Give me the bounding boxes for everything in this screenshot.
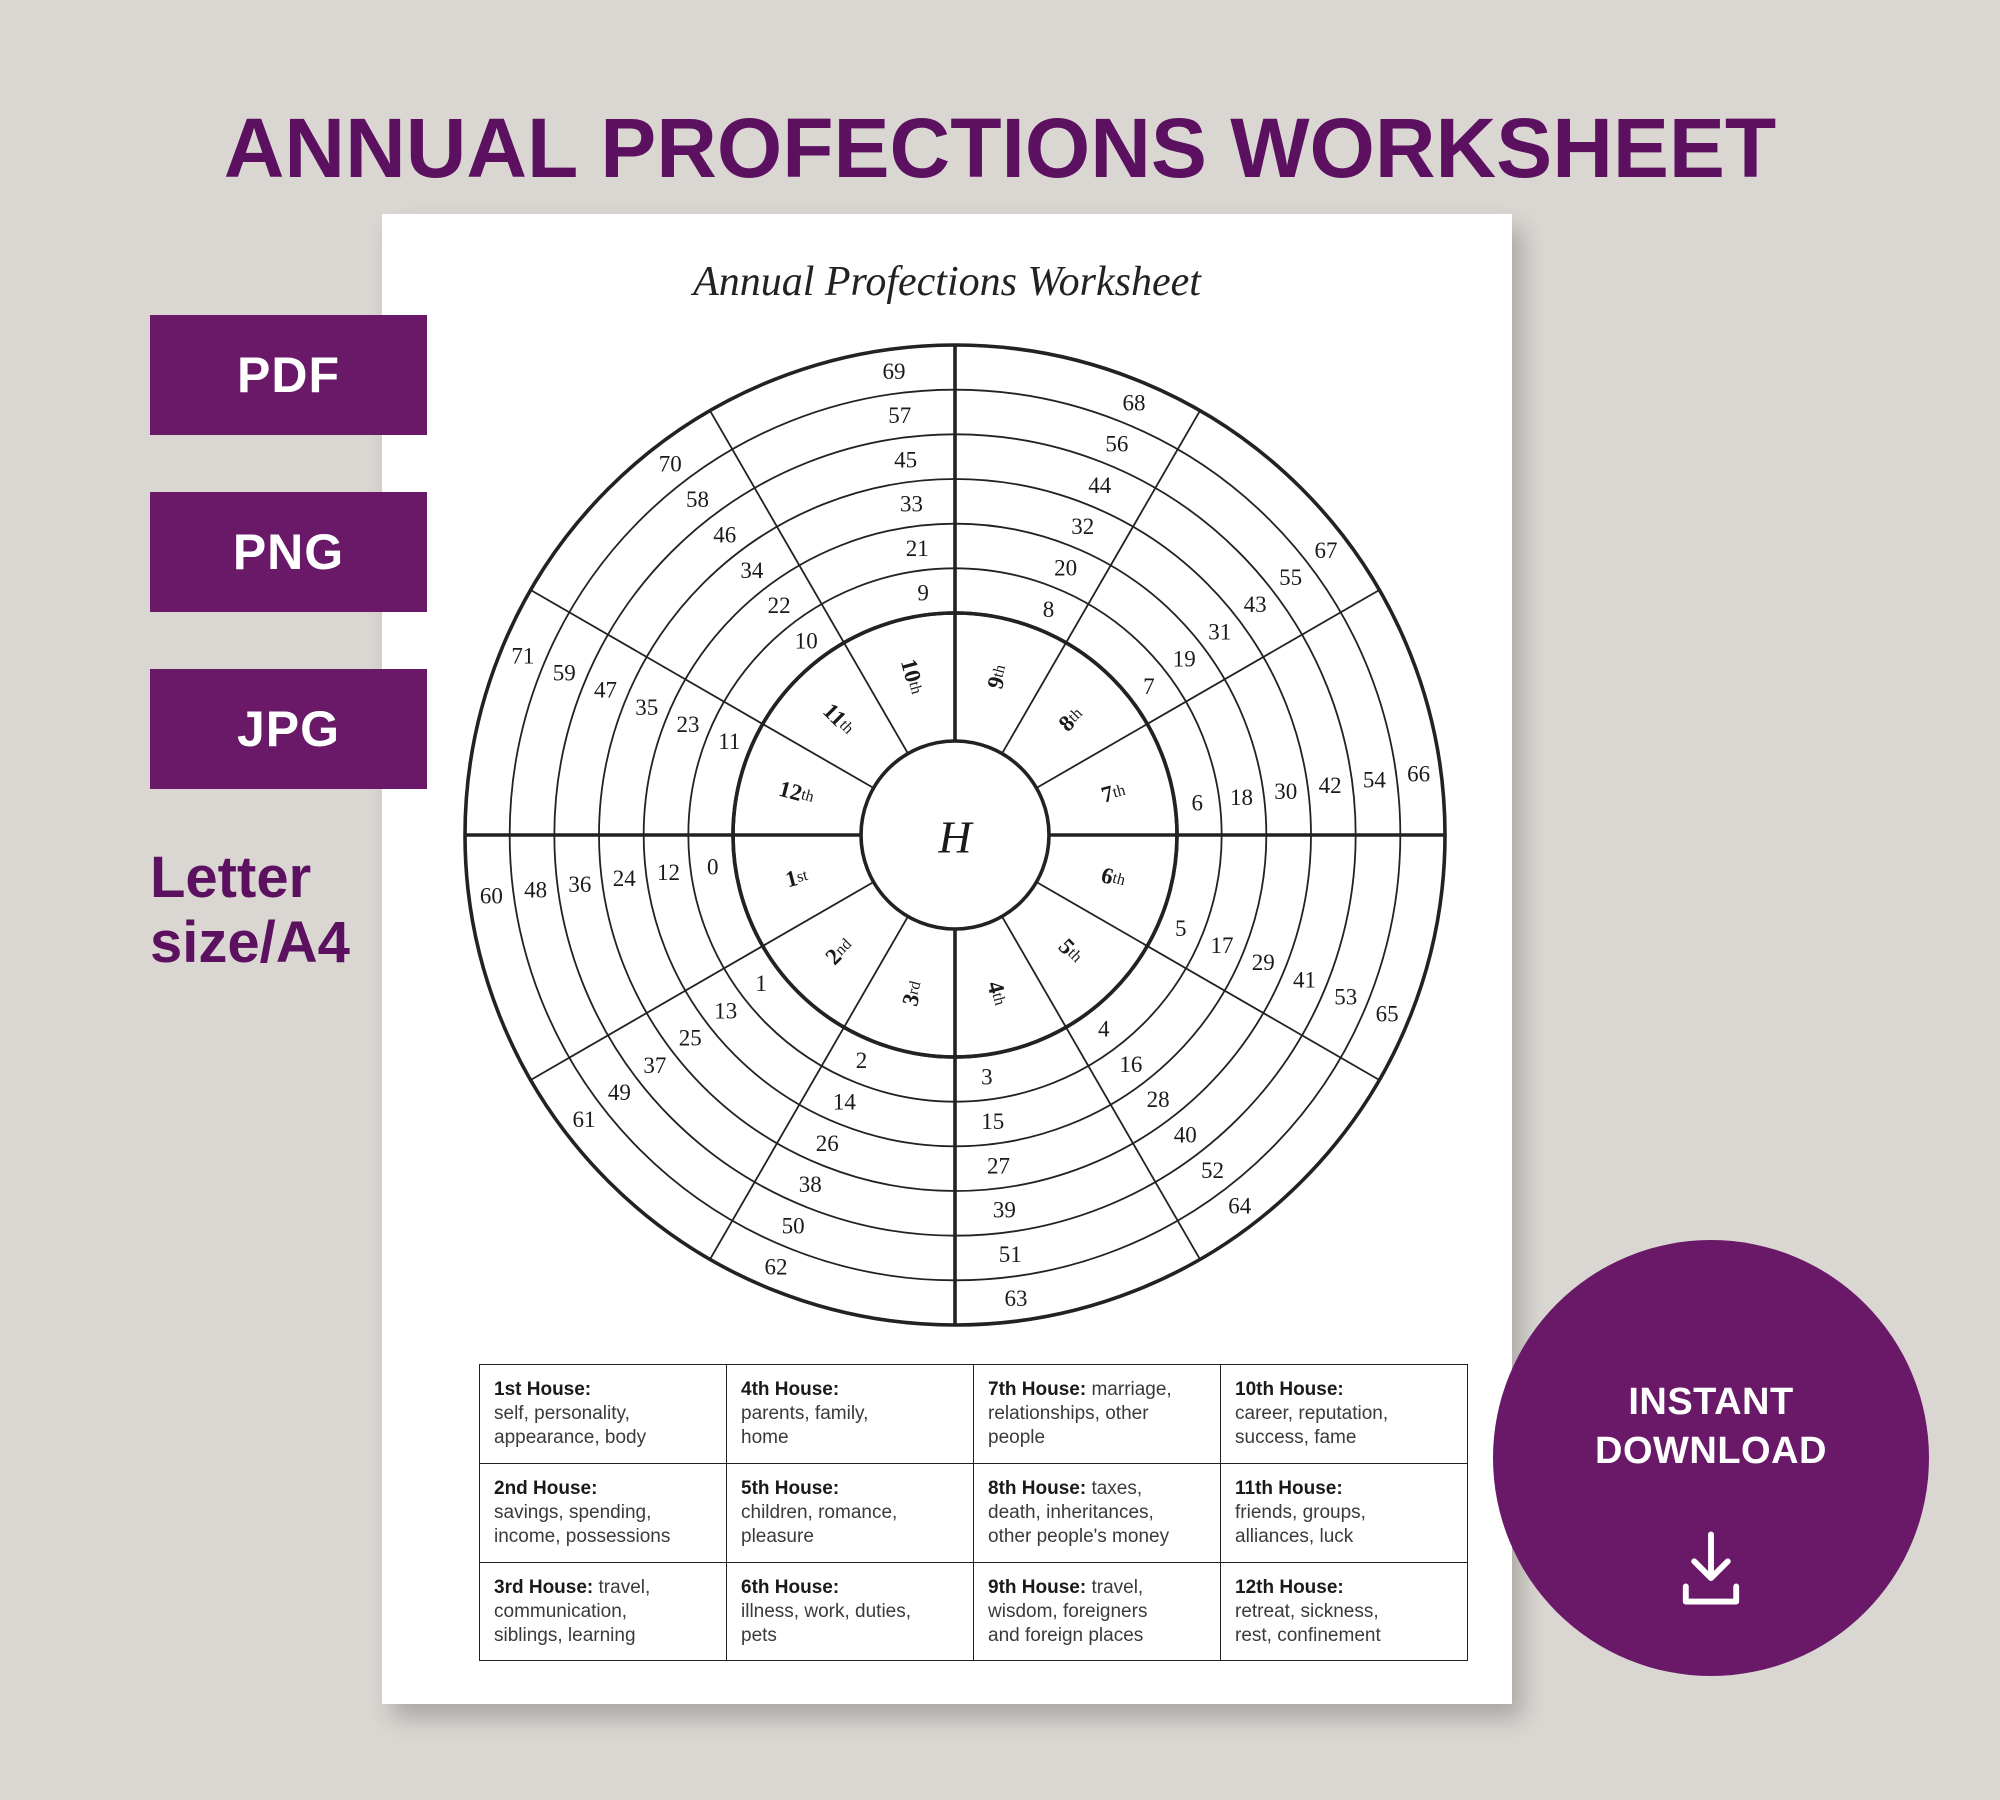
- svg-text:24: 24: [613, 866, 637, 891]
- svg-text:54: 54: [1363, 767, 1387, 792]
- svg-text:0: 0: [707, 854, 719, 879]
- svg-text:10: 10: [795, 629, 818, 654]
- svg-text:12th: 12th: [776, 776, 817, 809]
- svg-text:70: 70: [659, 451, 682, 476]
- svg-text:33: 33: [900, 492, 923, 517]
- svg-text:65: 65: [1376, 1001, 1399, 1026]
- svg-text:9th: 9th: [982, 662, 1012, 692]
- svg-text:30: 30: [1274, 779, 1297, 804]
- svg-text:32: 32: [1071, 514, 1094, 539]
- svg-text:34: 34: [740, 558, 764, 583]
- svg-text:69: 69: [882, 359, 905, 384]
- svg-text:50: 50: [782, 1213, 805, 1238]
- svg-text:7: 7: [1143, 674, 1155, 699]
- svg-text:15: 15: [981, 1109, 1004, 1134]
- svg-text:1: 1: [755, 971, 767, 996]
- svg-text:47: 47: [594, 678, 617, 703]
- svg-text:2nd: 2nd: [820, 932, 857, 969]
- svg-text:64: 64: [1228, 1194, 1252, 1219]
- svg-text:62: 62: [765, 1255, 788, 1280]
- svg-text:37: 37: [643, 1053, 666, 1078]
- svg-text:68: 68: [1122, 390, 1145, 415]
- svg-text:12: 12: [657, 860, 680, 885]
- svg-text:6: 6: [1191, 791, 1203, 816]
- svg-text:56: 56: [1105, 432, 1128, 457]
- svg-text:35: 35: [635, 695, 658, 720]
- svg-text:36: 36: [568, 872, 591, 897]
- svg-text:23: 23: [677, 712, 700, 737]
- svg-text:67: 67: [1315, 538, 1338, 563]
- svg-text:43: 43: [1244, 592, 1267, 617]
- svg-text:9: 9: [917, 580, 929, 605]
- svg-text:58: 58: [686, 487, 709, 512]
- svg-text:60: 60: [480, 884, 503, 909]
- svg-text:28: 28: [1147, 1087, 1170, 1112]
- svg-text:38: 38: [799, 1172, 822, 1197]
- svg-text:27: 27: [987, 1153, 1010, 1178]
- svg-text:5: 5: [1175, 916, 1187, 941]
- svg-text:44: 44: [1088, 473, 1112, 498]
- svg-text:18: 18: [1230, 785, 1253, 810]
- svg-text:66: 66: [1407, 761, 1430, 786]
- svg-text:42: 42: [1319, 773, 1342, 798]
- svg-text:5th: 5th: [1054, 934, 1089, 969]
- svg-text:22: 22: [768, 593, 791, 618]
- svg-text:29: 29: [1252, 950, 1275, 975]
- svg-text:26: 26: [816, 1131, 839, 1156]
- svg-text:21: 21: [906, 536, 929, 561]
- svg-text:49: 49: [608, 1080, 631, 1105]
- svg-text:41: 41: [1293, 967, 1316, 992]
- svg-text:H: H: [937, 812, 974, 863]
- svg-text:40: 40: [1174, 1123, 1197, 1148]
- svg-text:11: 11: [718, 729, 740, 754]
- svg-text:3rd: 3rd: [897, 978, 928, 1008]
- svg-text:52: 52: [1201, 1158, 1224, 1183]
- svg-text:8th: 8th: [1054, 702, 1089, 737]
- svg-text:57: 57: [888, 403, 911, 428]
- svg-text:4: 4: [1098, 1016, 1110, 1041]
- svg-text:55: 55: [1279, 565, 1302, 590]
- svg-text:59: 59: [553, 661, 576, 686]
- svg-text:11th: 11th: [818, 698, 860, 740]
- svg-text:4th: 4th: [982, 979, 1012, 1009]
- svg-text:39: 39: [993, 1198, 1016, 1223]
- svg-text:63: 63: [1005, 1286, 1028, 1311]
- svg-text:31: 31: [1208, 619, 1231, 644]
- svg-text:48: 48: [524, 878, 547, 903]
- svg-text:46: 46: [713, 522, 736, 547]
- svg-text:19: 19: [1173, 647, 1196, 672]
- svg-text:45: 45: [894, 447, 917, 472]
- svg-text:13: 13: [714, 998, 737, 1023]
- svg-text:14: 14: [833, 1090, 857, 1115]
- svg-text:25: 25: [679, 1026, 702, 1051]
- svg-text:1st: 1st: [783, 862, 811, 892]
- svg-text:61: 61: [572, 1107, 595, 1132]
- svg-text:10th: 10th: [896, 656, 929, 697]
- svg-text:8: 8: [1043, 597, 1055, 622]
- svg-text:7th: 7th: [1099, 777, 1129, 807]
- svg-text:2: 2: [856, 1048, 868, 1073]
- svg-text:53: 53: [1334, 984, 1357, 1009]
- svg-text:16: 16: [1119, 1052, 1142, 1077]
- svg-text:17: 17: [1211, 933, 1234, 958]
- svg-text:3: 3: [981, 1065, 993, 1090]
- svg-text:51: 51: [999, 1242, 1022, 1267]
- svg-text:71: 71: [511, 644, 534, 669]
- svg-text:20: 20: [1054, 556, 1077, 581]
- svg-text:6th: 6th: [1099, 862, 1129, 892]
